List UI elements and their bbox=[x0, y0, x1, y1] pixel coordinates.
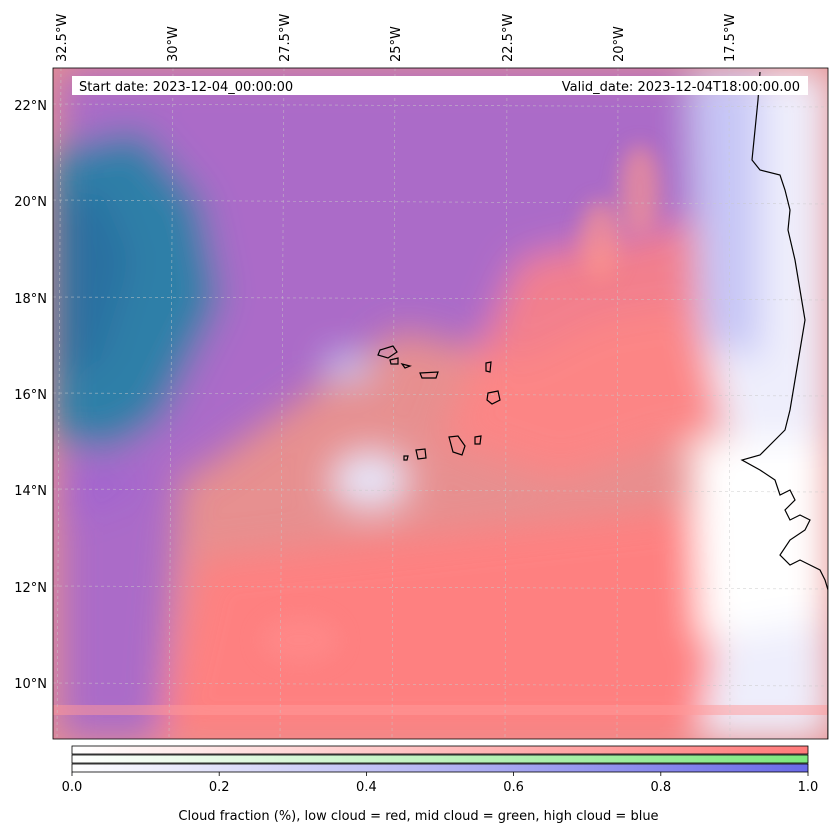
lat-label: 16°N bbox=[14, 388, 47, 403]
lon-label: 32.5°W bbox=[55, 14, 70, 62]
latitude-labels: 22°N 20°N 18°N 16°N 14°N 12°N 10°N bbox=[14, 99, 47, 692]
lon-label: 30°W bbox=[166, 26, 181, 62]
colorbar-red bbox=[71, 745, 809, 755]
colorbar-tick-label: 1.0 bbox=[798, 780, 819, 795]
lon-label: 25°W bbox=[389, 26, 404, 62]
start-date: Start date: 2023-12-04_00:00:00 bbox=[79, 80, 293, 95]
lon-label: 20°W bbox=[612, 26, 627, 62]
coastline bbox=[740, 71, 828, 739]
valid-date: Valid_date: 2023-12-04T18:00:00.00 bbox=[562, 80, 800, 95]
colorbar-tick-label: 0.6 bbox=[503, 780, 524, 795]
colorbar-tick-label: 0.2 bbox=[209, 780, 230, 795]
colorbar-ticks: 0.0 0.2 0.4 0.6 0.8 1.0 bbox=[62, 772, 819, 795]
lat-label: 22°N bbox=[14, 99, 47, 114]
lat-label: 14°N bbox=[14, 484, 47, 499]
colorbar: 0.0 0.2 0.4 0.6 0.8 1.0 bbox=[62, 745, 819, 795]
islands bbox=[377, 345, 501, 461]
lon-label: 17.5°W bbox=[723, 14, 738, 62]
colorbar-caption: Cloud fraction (%), low cloud = red, mid… bbox=[178, 809, 659, 824]
lon-label: 22.5°W bbox=[501, 14, 516, 62]
cloud-field bbox=[53, 68, 828, 739]
colorbar-tick-label: 0.0 bbox=[62, 780, 83, 795]
colorbar-blue bbox=[71, 763, 809, 773]
colorbar-tick-label: 0.8 bbox=[650, 780, 671, 795]
lat-label: 10°N bbox=[14, 677, 47, 692]
lat-label: 18°N bbox=[14, 292, 47, 307]
longitude-labels: 32.5°W 30°W 27.5°W 25°W 22.5°W 20°W 17.5… bbox=[55, 14, 738, 62]
colorbar-green bbox=[71, 754, 809, 764]
colorbar-tick-label: 0.4 bbox=[356, 780, 377, 795]
lat-label: 20°N bbox=[14, 195, 47, 210]
lon-label: 27.5°W bbox=[278, 14, 293, 62]
lat-label: 12°N bbox=[14, 581, 47, 596]
